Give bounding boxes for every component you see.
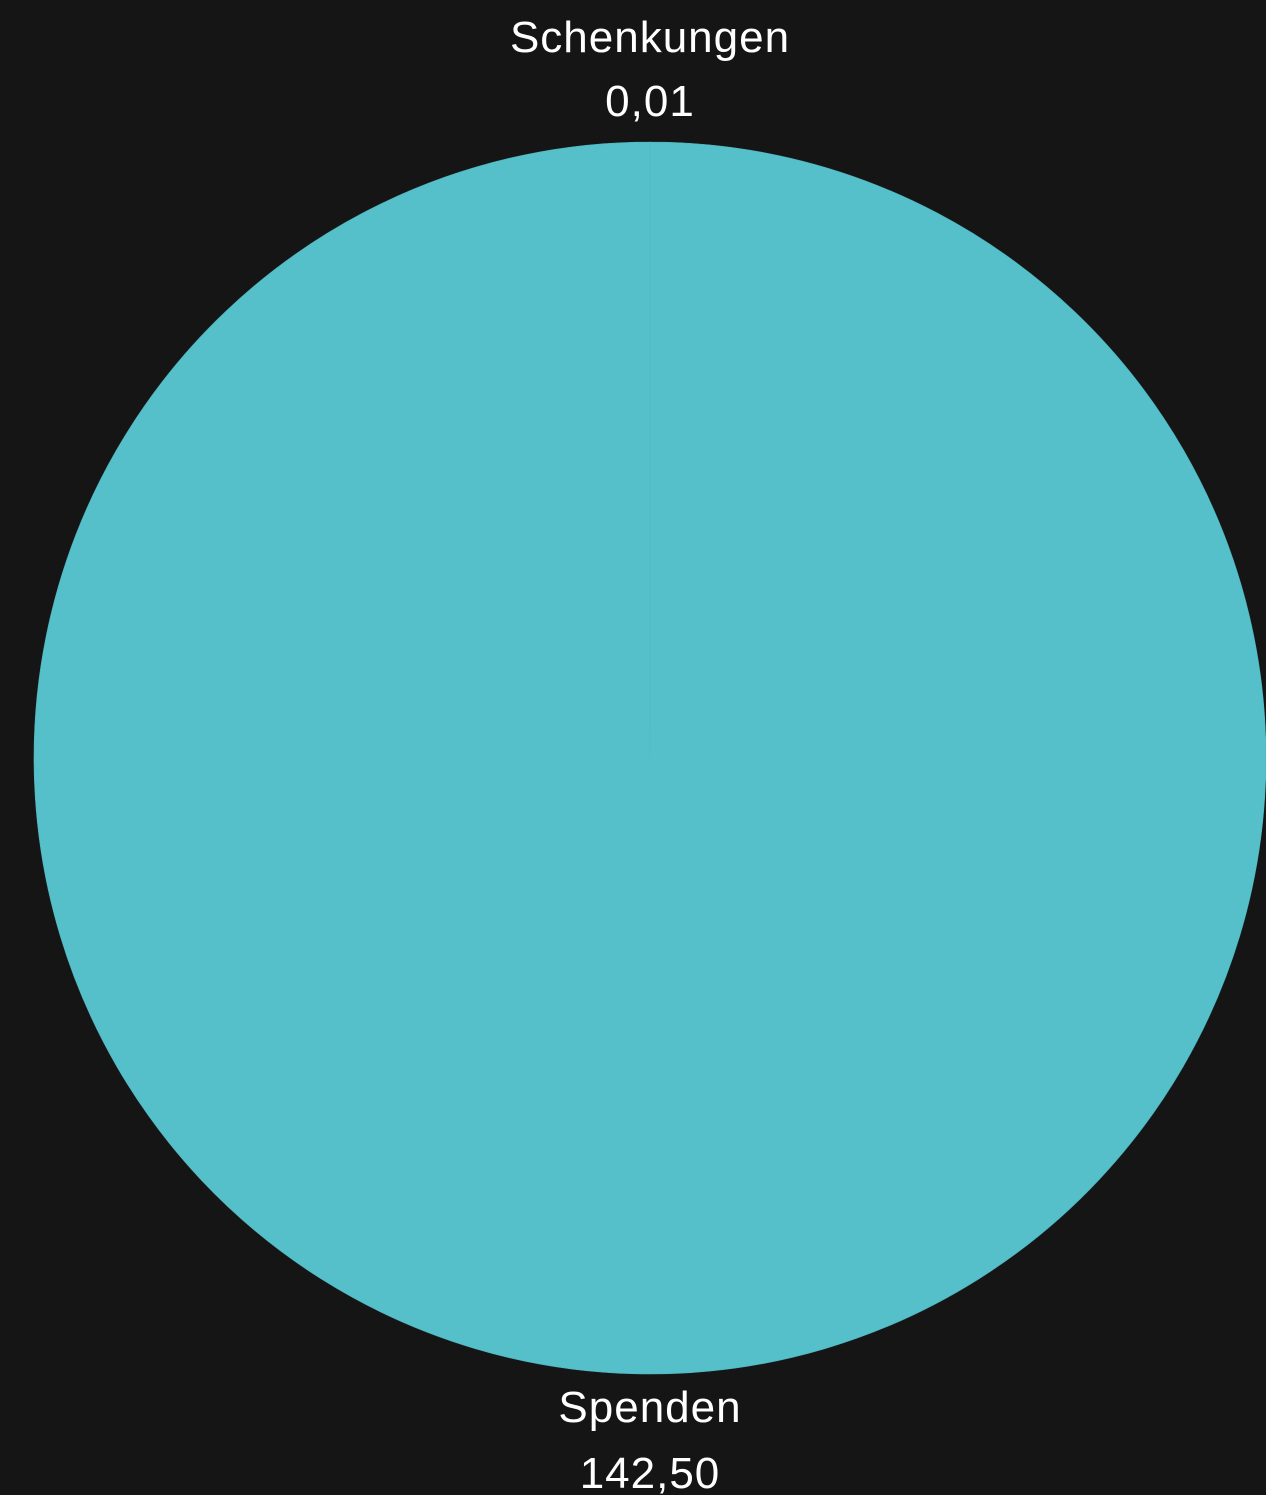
pie-slices bbox=[33, 141, 1266, 1375]
pie-slice-spenden bbox=[33, 141, 1266, 1375]
slice-value-schenkungen: 0,01 bbox=[605, 77, 695, 126]
slice-value-spenden: 142,50 bbox=[580, 1449, 721, 1495]
slice-label-schenkungen: Schenkungen bbox=[510, 13, 790, 62]
slice-label-spenden: Spenden bbox=[558, 1383, 741, 1432]
